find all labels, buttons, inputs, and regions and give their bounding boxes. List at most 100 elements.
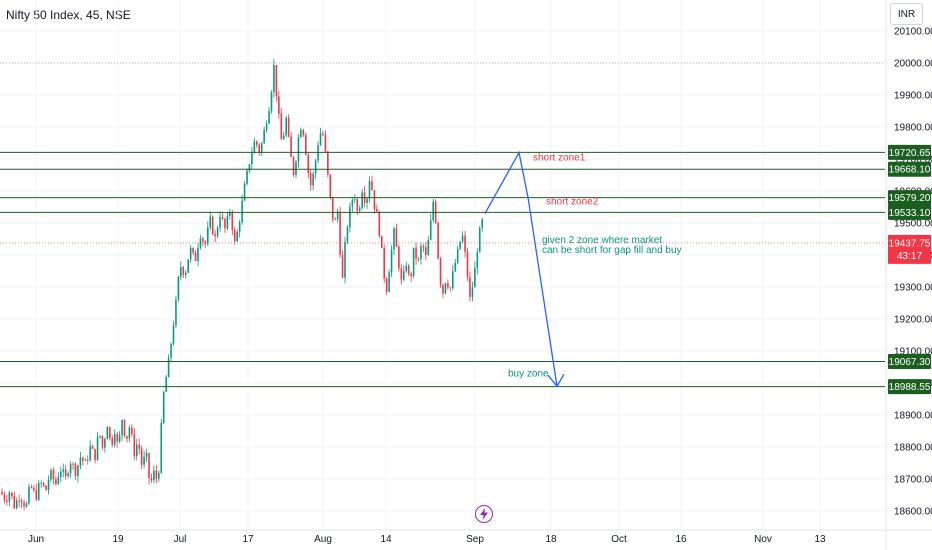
candle-body (329, 174, 332, 198)
candle-body (461, 235, 464, 242)
y-tick-label: 20000.00 (894, 59, 932, 70)
candle-body (275, 65, 278, 97)
candle-body (221, 216, 224, 219)
candle-body (216, 227, 219, 237)
candles (1, 58, 483, 511)
candle-body (248, 164, 251, 171)
candle-body (251, 153, 253, 165)
annotations: short zone1 short zone2 buy zone given 2 zo… (508, 153, 682, 380)
candle-body (111, 438, 114, 445)
candle-body (55, 479, 57, 485)
candle-body (339, 211, 341, 256)
candle-body (13, 495, 16, 509)
candle-body (280, 113, 283, 140)
candle-body (57, 476, 60, 485)
candle-body (204, 241, 207, 244)
y-tick-label: 18800.00 (894, 443, 932, 454)
level-badge (888, 353, 931, 369)
candle-body (106, 427, 109, 440)
candle-body (74, 464, 77, 477)
candle-body (187, 259, 189, 273)
candle-body (427, 239, 430, 256)
candle-body (219, 216, 221, 228)
candle-body (50, 470, 52, 480)
candle-body (336, 211, 339, 220)
candle-body (349, 206, 351, 228)
candle-body (442, 284, 444, 294)
x-tick-label: Jul (174, 534, 187, 545)
candle-body (8, 492, 11, 502)
note-line: can be short for gap fill and buy (542, 245, 682, 256)
y-tick-label: 18600.00 (894, 507, 932, 518)
candle-body (45, 485, 47, 491)
candle-body (175, 299, 177, 326)
y-tick-label: 19500.00 (894, 219, 932, 230)
candle-body (109, 427, 111, 439)
candle-body (282, 135, 285, 140)
candle-body (131, 427, 133, 435)
candle-body (285, 117, 287, 136)
candle-body (322, 133, 324, 135)
level-badge-label: 19668.10 (889, 165, 931, 176)
arrow-head (547, 373, 565, 388)
candle-body (297, 137, 300, 162)
candle-body (82, 457, 84, 461)
price-axis: 20100.00 20000.00 19900.00 19800.00 19700.00… (894, 27, 932, 518)
candle-body (385, 278, 388, 292)
time-axis: Jun 19 Jul 17 Aug 14 Sep 18 Oct 16 Nov 13 (28, 534, 826, 545)
candle-body (89, 445, 91, 461)
flash-event-icon[interactable] (475, 505, 493, 523)
candle-body (354, 199, 356, 201)
candle-body (104, 439, 106, 448)
level-badge-label: 19067.30 (889, 357, 931, 368)
candle-body (197, 247, 199, 261)
candle-body (11, 492, 13, 496)
candle-body (378, 211, 381, 236)
y-tick-label: 19800.00 (894, 123, 932, 134)
candle-body (432, 201, 434, 221)
candle-body (393, 228, 395, 250)
candle-body (405, 265, 408, 271)
zone-label: buy zone (508, 369, 549, 380)
candle-body (86, 459, 89, 461)
candle-body (373, 190, 376, 209)
candle-body (15, 500, 18, 509)
currency-button[interactable]: INR (890, 3, 923, 25)
candle-body (96, 437, 99, 460)
candle-body (229, 212, 231, 216)
candle-body (153, 470, 155, 481)
candle-body (270, 92, 273, 112)
note-line: given 2 zone where market (542, 235, 662, 246)
candle-body (91, 445, 94, 449)
candle-body (314, 160, 317, 174)
candle-body (334, 219, 336, 221)
candle-body (60, 471, 62, 477)
candle-body (42, 482, 45, 486)
candle-body (437, 222, 439, 259)
candle-body (464, 235, 466, 252)
candle-body (356, 199, 359, 211)
candle-body (260, 143, 263, 153)
current-price-badge (888, 234, 931, 264)
candle-body (62, 469, 65, 472)
candle-body (258, 144, 261, 153)
candle-body (123, 419, 126, 437)
x-tick-label: 17 (242, 534, 254, 545)
candle-body (307, 154, 310, 174)
level-badge (888, 204, 931, 220)
candle-body (273, 65, 275, 93)
candle-body (309, 173, 312, 186)
candle-body (162, 391, 165, 423)
candle-body (226, 215, 229, 229)
x-tick-label: Nov (754, 534, 772, 545)
candle-body (69, 463, 72, 474)
level-badge-label: 19579.20 (889, 193, 931, 204)
candle-body (376, 208, 378, 212)
candle-body (211, 216, 214, 235)
x-tick-label: 16 (675, 534, 687, 545)
candle-body (20, 500, 23, 503)
y-tick-label: 19100.00 (894, 347, 932, 358)
candle-body (256, 141, 258, 145)
candle-body (290, 136, 292, 158)
